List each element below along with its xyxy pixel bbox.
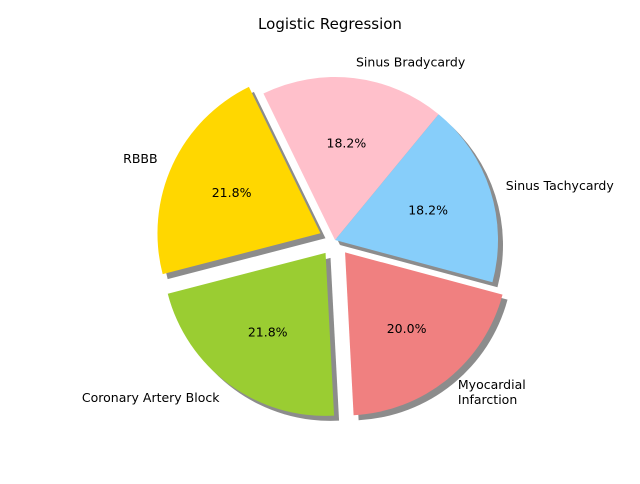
slice-label-line: RBBB [123, 151, 157, 166]
slice-label-sinus-bradycardy: Sinus Bradycardy [356, 54, 466, 69]
pie-slice-rbbb [157, 86, 321, 275]
slice-label-coronary-artery-block: Coronary Artery Block [82, 390, 220, 405]
pie-slice-sinus-bradycardy [263, 77, 439, 240]
pie-slice-sinus-tachycardy [335, 114, 499, 283]
slice-label-line: Sinus Bradycardy [356, 54, 466, 69]
pie-slices [157, 77, 503, 416]
slice-percent-sinus-tachycardy: 18.2% [408, 203, 448, 218]
pie-slice-coronary-artery-block [167, 252, 335, 416]
slice-percent-sinus-bradycardy: 18.2% [327, 135, 367, 150]
slice-label-line: Infarction [458, 392, 517, 407]
chart-title: Logistic Regression [258, 15, 402, 33]
slice-label-myocardial-infarction: Myocardial Infarction [458, 377, 526, 407]
slice-label-line: Coronary Artery Block [82, 390, 220, 405]
slice-percent-myocardial-infarction: 20.0% [387, 321, 427, 336]
slice-label-rbbb: RBBB [123, 151, 157, 166]
slice-label-line: Sinus Tachycardy [506, 178, 615, 193]
pie-slice-myocardial-infarction [345, 252, 503, 416]
slice-label-sinus-tachycardy: Sinus Tachycardy [506, 178, 615, 193]
slice-percent-rbbb: 21.8% [212, 185, 252, 200]
slice-percent-coronary-artery-block: 21.8% [248, 324, 288, 339]
slice-label-line: Myocardial [458, 377, 526, 392]
slice-labels: 18.2% Sinus Tachycardy 18.2% Sinus Bradycar… [82, 54, 614, 406]
